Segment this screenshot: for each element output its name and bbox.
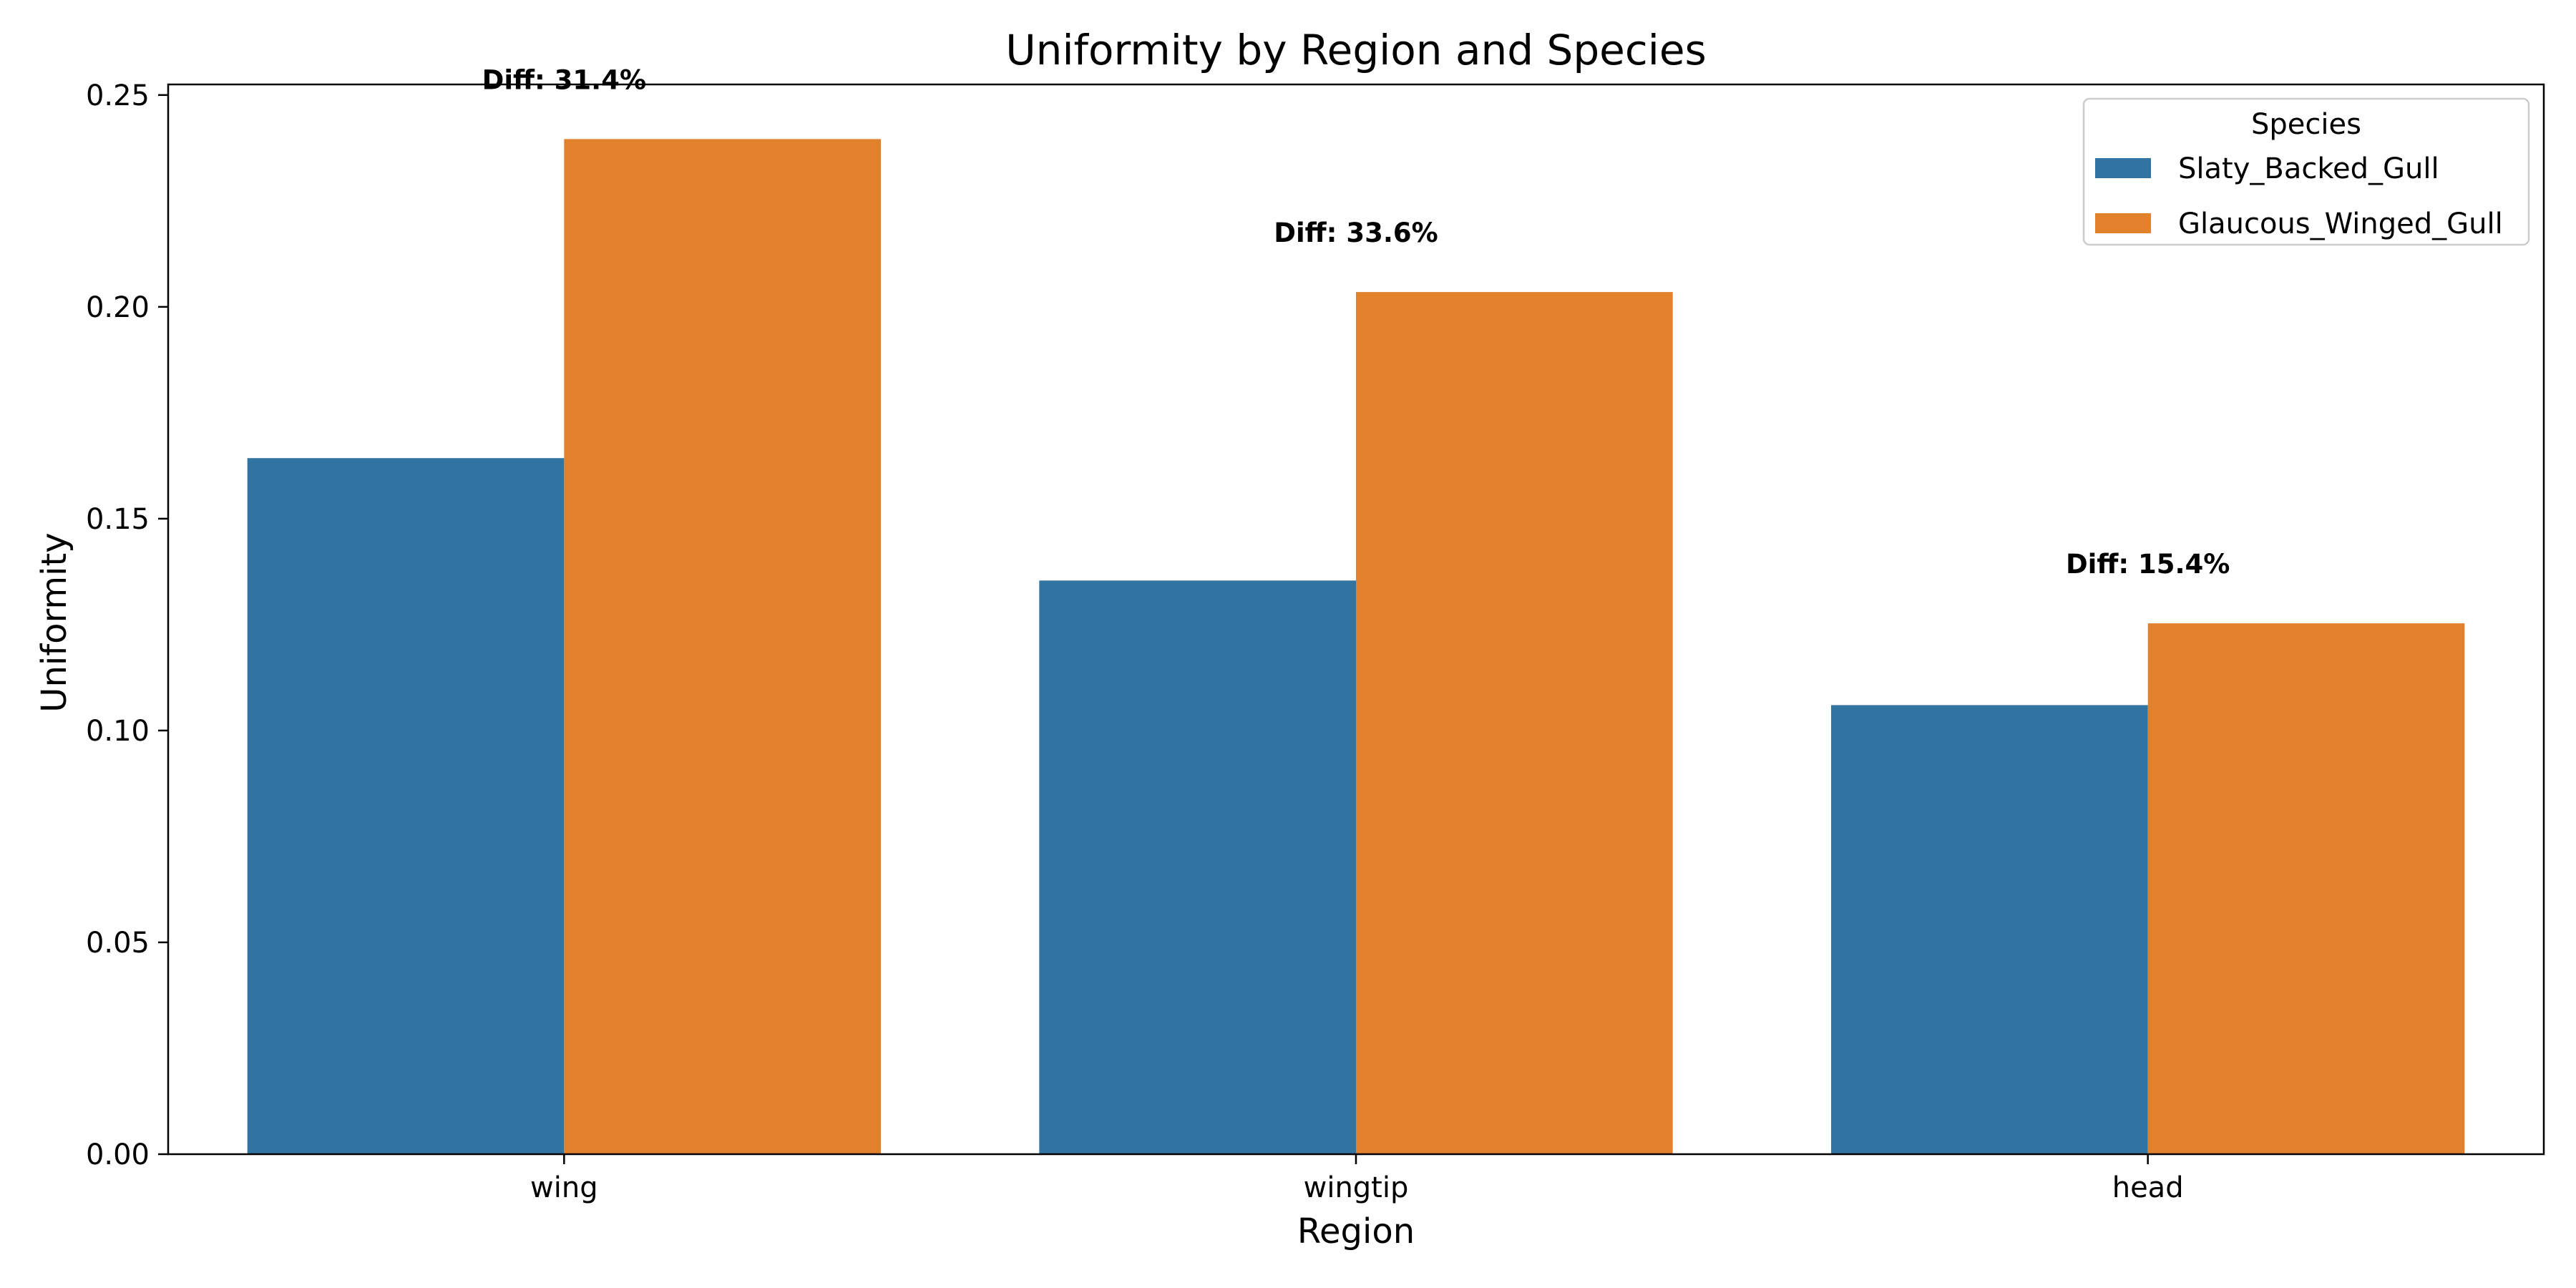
legend-label-glaucous-winged-gull: Glaucous_Winged_Gull	[2178, 208, 2503, 240]
x-tick-label-wing: wing	[530, 1171, 598, 1204]
y-tick-label-2: 0.10	[86, 715, 150, 748]
x-axis-title: Region	[1297, 1211, 1415, 1252]
legend-box	[2082, 97, 2530, 246]
y-tick-label-1: 0.05	[86, 927, 150, 960]
legend-swatch-slaty-backed-gull	[2095, 158, 2151, 178]
bar-head-slaty-backed-gull	[1831, 705, 2148, 1154]
legend-title: Species	[2251, 108, 2361, 141]
legend-swatch-glaucous-winged-gull	[2095, 213, 2151, 233]
diff-annotation-wingtip: Diff: 33.6%	[1274, 218, 1438, 248]
y-tick-label-3: 0.15	[86, 503, 150, 536]
x-tick-label-head: head	[2112, 1171, 2184, 1204]
diff-annotation-wing: Diff: 31.4%	[482, 64, 646, 95]
y-tick-label-0: 0.00	[86, 1138, 150, 1171]
bar-wingtip-glaucous-winged-gull	[1356, 292, 1673, 1155]
y-axis-title: Uniformity	[34, 532, 74, 712]
bar-head-glaucous-winged-gull	[2147, 623, 2465, 1154]
diff-annotation-head: Diff: 15.4%	[2066, 549, 2230, 580]
bar-wing-glaucous-winged-gull	[564, 139, 881, 1155]
y-tick-label-5: 0.25	[86, 79, 150, 112]
y-tick-label-4: 0.20	[86, 291, 150, 324]
legend-label-slaty-backed-gull: Slaty_Backed_Gull	[2178, 152, 2439, 185]
plot-frame	[167, 83, 2545, 1156]
bar-wing-slaty-backed-gull	[247, 458, 565, 1154]
x-tick-label-wingtip: wingtip	[1304, 1171, 1409, 1204]
legend: Species Slaty_Backed_Gull Glaucous_Winged_…	[2082, 97, 2530, 246]
plot-area: Diff: 31.4% wing Diff: 33.6% wingtip Diff: 1…	[86, 64, 2545, 1204]
chart-title: Uniformity by Region and Species	[1005, 26, 1707, 74]
bar-wingtip-slaty-backed-gull	[1039, 580, 1356, 1154]
